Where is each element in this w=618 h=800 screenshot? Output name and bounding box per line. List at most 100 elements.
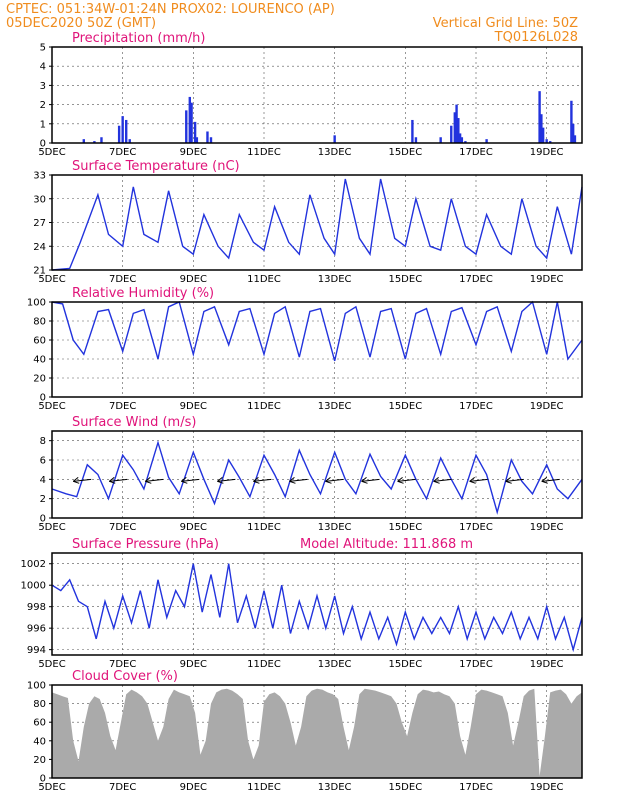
rh-ytick-label: 80 (33, 317, 46, 328)
precip-xtick-label: 19DEC (530, 147, 564, 158)
temp-ytick-label: 33 (33, 171, 46, 182)
precip-xtick-label: 9DEC (180, 147, 207, 158)
cloud-xtick-label: 15DEC (388, 782, 422, 793)
wind-arrowhead (505, 476, 512, 484)
rh-xtick-label: 9DEC (180, 401, 207, 412)
precip-xtick-label: 17DEC (459, 147, 493, 158)
rh-series-line (51, 300, 583, 362)
cloud-ytick-label: 0 (40, 774, 46, 785)
precip-bar (464, 141, 467, 143)
wind-frame (51, 430, 583, 519)
pressure-title: Surface Pressure (hPa) (72, 537, 219, 552)
header-run-date: 05DEC2020 50Z (GMT) (6, 16, 156, 31)
precip-bar (439, 137, 442, 143)
pressure-xtick-label: 13DEC (318, 659, 352, 670)
precip-bar (333, 135, 336, 143)
precip-frame (51, 46, 583, 144)
wind-arrow (541, 478, 560, 482)
wind-ytick-label: 6 (40, 456, 46, 467)
precip-ytick-label: 0 (40, 139, 46, 150)
precip-bar (185, 110, 188, 143)
precip-bar (188, 96, 191, 143)
wind-ytick-label: 4 (40, 475, 46, 486)
temp-xtick-label: 15DEC (388, 274, 422, 285)
rh-xtick-label: 17DEC (459, 401, 493, 412)
rh-xtick-label: 19DEC (530, 401, 564, 412)
pressure-xtick-label: 9DEC (180, 659, 207, 670)
precip-xtick-label: 15DEC (388, 147, 422, 158)
panels-group: Precipitation (mm/h) 0 1 2 3 4 5 5DEC 7DEC 9DEC 11… (21, 31, 583, 793)
wind-xtick-label: 17DEC (459, 522, 493, 533)
temp-ytick-label: 21 (33, 266, 46, 277)
precip-xtick-label: 13DEC (318, 147, 352, 158)
wind-arrowhead (433, 476, 440, 484)
cloud-xtick-label: 5DEC (38, 782, 65, 793)
precip-bar (100, 137, 103, 143)
precip-bar (541, 127, 545, 143)
precip-bar (453, 112, 456, 143)
precip-ytick-label: 5 (40, 43, 46, 54)
cloud-ytick-label: 100 (27, 681, 46, 692)
precip-bar (538, 91, 541, 143)
cloud-ytick-label: 40 (33, 736, 46, 747)
rh-ytick-label: 100 (27, 298, 46, 309)
precip-bar (414, 137, 418, 143)
pressure-xtick-label: 15DEC (388, 659, 422, 670)
precip-bar (206, 131, 209, 143)
wind-arrowhead (72, 476, 80, 484)
cloud-xtick-label: 19DEC (530, 782, 564, 793)
wind-arrow (361, 478, 380, 482)
wind-xtick-label: 13DEC (318, 522, 352, 533)
precip-bar (117, 125, 121, 143)
precip-bar (93, 141, 96, 143)
wind-arrow (397, 478, 416, 482)
header-station-line: CPTEC: 051:34W-01:24N PROX02: LOURENCO (… (6, 2, 335, 17)
precip-bar (411, 119, 414, 143)
wind-arrowhead (144, 476, 152, 484)
rh-xtick-label: 15DEC (388, 401, 422, 412)
wind-arrow (289, 478, 308, 482)
precip-bar (571, 123, 575, 143)
temp-title: Surface Temperature (nC) (72, 159, 240, 174)
temp-ytick-label: 24 (33, 242, 46, 253)
cloud-xtick-label: 13DEC (318, 782, 352, 793)
precip-title: Precipitation (mm/h) (72, 31, 205, 46)
precip-bar (195, 137, 199, 143)
wind-arrowhead (217, 476, 224, 484)
rh-xtick-label: 11DEC (247, 401, 281, 412)
wind-xtick-label: 5DEC (38, 522, 65, 533)
pressure-ytick-label: 1000 (21, 581, 46, 592)
wind-arrowhead (361, 476, 368, 484)
rh-ytick-label: 0 (40, 393, 46, 404)
rh-ytick-label: 20 (33, 374, 46, 385)
rh-ytick-label: 60 (33, 336, 46, 347)
cloud-xtick-label: 7DEC (109, 782, 136, 793)
pressure-annotation: Model Altitude: 111.868 m (300, 537, 473, 552)
wind-ytick-label: 2 (40, 494, 46, 505)
wind-arrow (145, 478, 164, 482)
precip-xtick-label: 5DEC (38, 147, 65, 158)
wind-arrow (73, 478, 92, 482)
wind-arrow (253, 478, 272, 482)
precip-bar (128, 139, 131, 143)
temp-xtick-label: 9DEC (180, 274, 207, 285)
pressure-xtick-label: 7DEC (109, 659, 136, 670)
precip-ytick-label: 1 (40, 119, 46, 130)
wind-arrow (505, 478, 524, 482)
precip-bar (545, 139, 548, 143)
precip-ytick-label: 2 (40, 100, 46, 111)
pressure-xtick-label: 17DEC (459, 659, 493, 670)
wind-arrowhead (541, 476, 548, 484)
wind-arrowhead (253, 476, 260, 484)
wind-arrowhead (325, 476, 332, 484)
wind-xtick-label: 7DEC (109, 522, 136, 533)
wind-xtick-label: 9DEC (180, 522, 207, 533)
rh-title: Relative Humidity (%) (72, 286, 214, 301)
wind-arrow (325, 478, 344, 482)
precip-bar (193, 121, 197, 143)
wind-arrowhead (469, 476, 476, 484)
temp-xtick-label: 19DEC (530, 274, 564, 285)
pressure-frame (51, 552, 583, 656)
cloud-ytick-label: 60 (33, 718, 46, 729)
precip-bar (209, 137, 213, 143)
